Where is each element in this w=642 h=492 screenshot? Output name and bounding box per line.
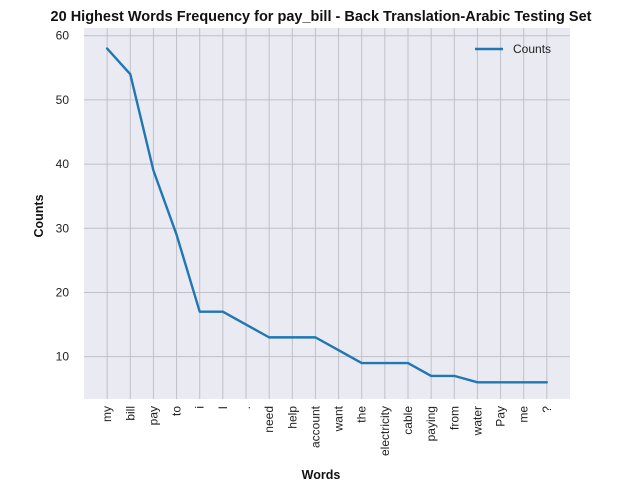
series-layer (105, 47, 549, 384)
y-tick-label: 60 (56, 29, 70, 43)
y-tick-label: 40 (56, 157, 70, 171)
x-tick-label: i (193, 406, 207, 409)
x-tick-label: I (216, 406, 230, 409)
x-tick-label: pay (146, 406, 160, 425)
x-tick-label: paying (424, 406, 438, 441)
y-tick-label: 20 (56, 285, 70, 299)
x-tick-labels: my bill pay to i I. need help account want the elec… (100, 405, 554, 456)
x-tick-label: help (285, 406, 299, 429)
x-tick-label: Pay (494, 406, 508, 427)
y-tick-label: 30 (56, 221, 70, 235)
x-tick-label: from (447, 406, 461, 430)
x-tick-label: account (308, 405, 322, 448)
x-tick-label: the (355, 406, 369, 423)
x-tick-label: my (100, 406, 114, 422)
y-grid (84, 35, 570, 358)
x-axis-label: Words (302, 468, 341, 482)
chart-title: 20 Highest Words Frequency for pay_bill … (51, 9, 592, 25)
x-tick-label: cable (401, 406, 415, 435)
x-grid (106, 28, 548, 399)
x-tick-label: electricity (378, 406, 392, 456)
legend: Counts (475, 42, 551, 56)
y-tick-label: 50 (56, 93, 70, 107)
plot-area (84, 28, 570, 399)
x-tick-label: want (332, 405, 346, 432)
series-line-0 (105, 47, 549, 384)
y-tick-labels: 10 20 30 40 50 60 (56, 29, 70, 364)
x-tick-label: need (262, 406, 276, 433)
x-tick-label: ? (540, 406, 554, 413)
x-tick-label: to (170, 406, 184, 416)
x-tick-label: bill (123, 406, 137, 421)
y-tick-label: 10 (56, 350, 70, 364)
x-tick-label: water (470, 406, 484, 436)
legend-label: Counts (513, 42, 551, 56)
x-tick-label: me (517, 406, 531, 423)
x-tick-label: . (239, 406, 253, 409)
y-axis-label: Counts (32, 194, 46, 237)
